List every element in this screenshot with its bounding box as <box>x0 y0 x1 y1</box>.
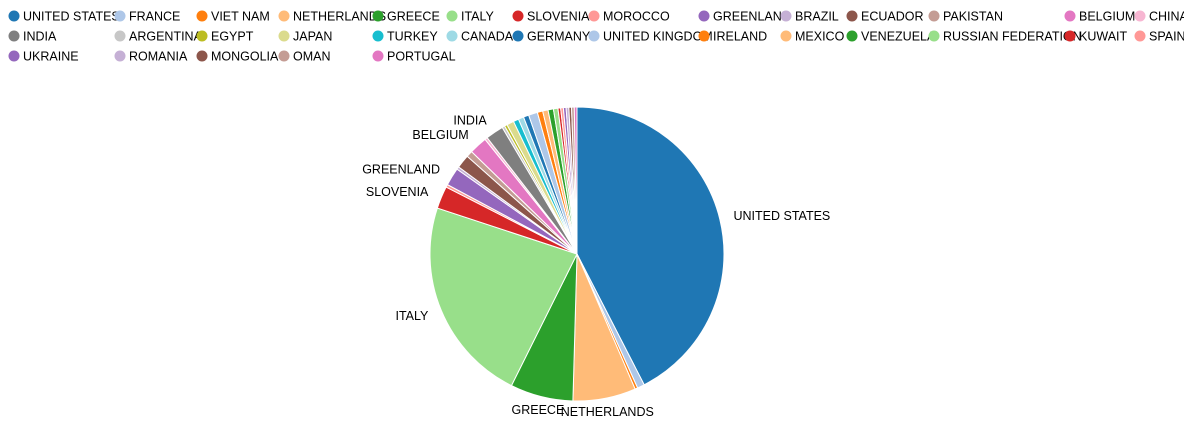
pie-label-united-states: UNITED STATES <box>734 209 831 223</box>
legend-swatch-morocco[interactable] <box>588 10 600 22</box>
legend-label-brazil[interactable]: BRAZIL <box>795 10 839 24</box>
legend-label-pakistan[interactable]: PAKISTAN <box>943 10 1003 24</box>
legend-label-egypt[interactable]: EGYPT <box>211 30 254 44</box>
legend-label-spain[interactable]: SPAIN <box>1149 30 1184 44</box>
legend-swatch-romania[interactable] <box>114 50 126 62</box>
legend-label-japan[interactable]: JAPAN <box>293 30 332 44</box>
legend-label-canada[interactable]: CANADA <box>461 30 514 44</box>
legend-swatch-canada[interactable] <box>446 30 458 42</box>
legend-label-italy[interactable]: ITALY <box>461 10 495 24</box>
legend-label-viet-nam[interactable]: VIET NAM <box>211 10 270 24</box>
legend-label-france[interactable]: FRANCE <box>129 10 180 24</box>
legend-label-germany[interactable]: GERMANY <box>527 30 591 44</box>
legend-label-turkey[interactable]: TURKEY <box>387 30 438 44</box>
legend-label-ukraine[interactable]: UKRAINE <box>23 50 79 64</box>
pie-label-belgium: BELGIUM <box>412 128 468 142</box>
legend-swatch-spain[interactable] <box>1134 30 1146 42</box>
legend-swatch-italy[interactable] <box>446 10 458 22</box>
pie-slice-united-states[interactable] <box>576 106 725 386</box>
legend-label-mexico[interactable]: MEXICO <box>795 30 845 44</box>
legend-label-greece[interactable]: GREECE <box>387 10 440 24</box>
legend-label-mongolia[interactable]: MONGOLIA <box>211 50 279 64</box>
legend-swatch-greece[interactable] <box>372 10 384 22</box>
legend-swatch-egypt[interactable] <box>196 30 208 42</box>
legend-swatch-belgium[interactable] <box>1064 10 1076 22</box>
pie-label-slovenia: SLOVENIA <box>366 185 429 199</box>
pie-label-india: INDIA <box>453 114 487 128</box>
legend-swatch-venezuela[interactable] <box>846 30 858 42</box>
legend-label-ireland[interactable]: IRELAND <box>713 30 767 44</box>
legend-label-argentina[interactable]: ARGENTINA <box>129 30 203 44</box>
legend-swatch-united-states[interactable] <box>8 10 20 22</box>
legend-label-portugal[interactable]: PORTUGAL <box>387 50 456 64</box>
legend-swatch-ecuador[interactable] <box>846 10 858 22</box>
legend-swatch-argentina[interactable] <box>114 30 126 42</box>
legend-swatch-mexico[interactable] <box>780 30 792 42</box>
legend-swatch-ireland[interactable] <box>698 30 710 42</box>
legend-swatch-kuwait[interactable] <box>1064 30 1076 42</box>
pie-label-greece: GREECE <box>512 403 565 417</box>
legend-swatch-viet-nam[interactable] <box>196 10 208 22</box>
legend-label-india[interactable]: INDIA <box>23 30 57 44</box>
pie-label-netherlands: NETHERLANDS <box>561 405 654 419</box>
legend-swatch-china[interactable] <box>1134 10 1146 22</box>
pie-slice-portugal[interactable] <box>573 106 578 255</box>
legend-swatch-germany[interactable] <box>512 30 524 42</box>
legend-label-china[interactable]: CHINA <box>1149 10 1184 24</box>
legend-label-oman[interactable]: OMAN <box>293 50 331 64</box>
legend-swatch-pakistan[interactable] <box>928 10 940 22</box>
legend-swatch-france[interactable] <box>114 10 126 22</box>
legend-swatch-greenland[interactable] <box>698 10 710 22</box>
legend-swatch-russian-federation[interactable] <box>928 30 940 42</box>
legend-label-greenland[interactable]: GREENLAND <box>713 10 791 24</box>
legend-swatch-japan[interactable] <box>278 30 290 42</box>
legend-label-ecuador[interactable]: ECUADOR <box>861 10 924 24</box>
legend-swatch-ukraine[interactable] <box>8 50 20 62</box>
legend-label-united-states[interactable]: UNITED STATES <box>23 10 120 24</box>
legend-swatch-india[interactable] <box>8 30 20 42</box>
legend-label-slovenia[interactable]: SLOVENIA <box>527 10 590 24</box>
pie-slices <box>429 106 725 402</box>
pie-slice-italy[interactable] <box>429 207 578 387</box>
legend-label-netherlands[interactable]: NETHERLANDS <box>293 10 386 24</box>
legend-swatch-brazil[interactable] <box>780 10 792 22</box>
legend-swatch-netherlands[interactable] <box>278 10 290 22</box>
legend-label-morocco[interactable]: MOROCCO <box>603 10 670 24</box>
legend-swatch-united-kingdom[interactable] <box>588 30 600 42</box>
legend-swatch-turkey[interactable] <box>372 30 384 42</box>
legend-label-united-kingdom[interactable]: UNITED KINGDOM <box>603 30 713 44</box>
legend-label-kuwait[interactable]: KUWAIT <box>1079 30 1128 44</box>
legend-swatch-slovenia[interactable] <box>512 10 524 22</box>
legend-swatch-oman[interactable] <box>278 50 290 62</box>
pie-label-italy: ITALY <box>396 309 430 323</box>
legend-label-venezuela[interactable]: VENEZUELA <box>861 30 936 44</box>
legend-swatch-portugal[interactable] <box>372 50 384 62</box>
legend-swatch-mongolia[interactable] <box>196 50 208 62</box>
chart-legend: UNITED STATES FRANCE VIET NAM NETHERLANDS GR… <box>8 10 1184 64</box>
legend-label-belgium[interactable]: BELGIUM <box>1079 10 1135 24</box>
legend-label-russian-federation[interactable]: RUSSIAN FEDERATION <box>943 30 1082 44</box>
legend-label-romania[interactable]: ROMANIA <box>129 50 188 64</box>
pie-label-greenland: GREENLAND <box>362 162 440 176</box>
